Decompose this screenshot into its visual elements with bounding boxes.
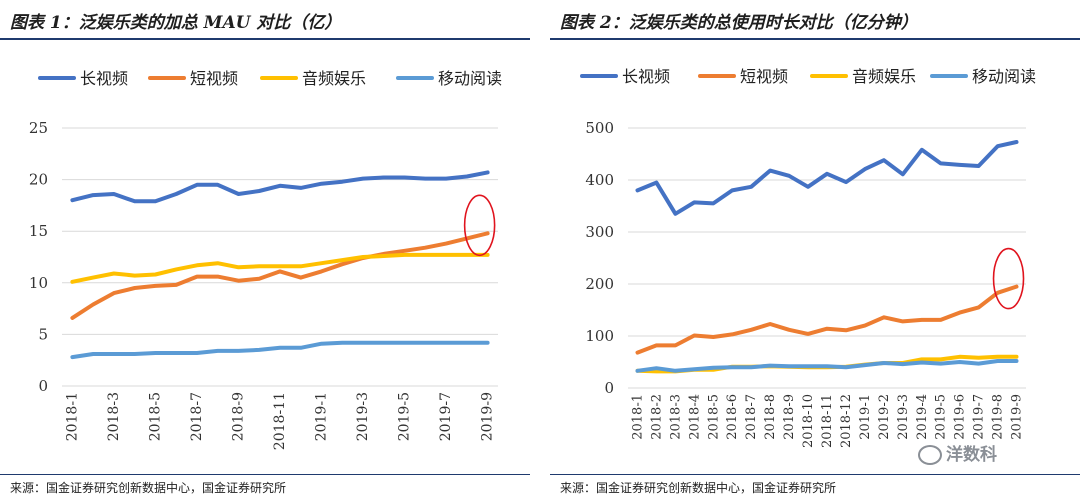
x-tick-label: 2018-7 bbox=[189, 392, 205, 441]
series-line-reading bbox=[635, 359, 1019, 373]
x-tick-label: 2019-1 bbox=[858, 394, 873, 440]
series-line-long-video bbox=[70, 170, 490, 204]
series-line-short-video bbox=[70, 231, 490, 320]
legend-label: 短视频 bbox=[740, 67, 788, 86]
x-tick-label: 2019-7 bbox=[972, 394, 987, 440]
x-tick-label: 2019-6 bbox=[953, 394, 968, 440]
y-tick-label: 0 bbox=[38, 377, 48, 395]
source-rule bbox=[550, 474, 1080, 475]
x-tick-label: 2018-3 bbox=[106, 392, 122, 441]
x-tick-label: 2018-2 bbox=[649, 394, 664, 440]
chart-panel-mau: 图表 1：泛娱乐类的加总 MAU 对比（亿） 0 5 10 15 20 25 2018-1 2… bbox=[0, 13, 530, 495]
title-rule bbox=[550, 38, 1080, 40]
x-tick-label: 2019-2 bbox=[877, 394, 892, 440]
x-tick-label: 2018-12 bbox=[839, 394, 854, 448]
x-tick-label: 2019-3 bbox=[355, 392, 371, 441]
title-rule bbox=[0, 38, 530, 40]
x-tick-label: 2018-9 bbox=[230, 392, 246, 441]
wechat-icon bbox=[918, 445, 942, 465]
source-note: 来源：国金证券研究创新数据中心，国金证券研究所 bbox=[560, 481, 837, 495]
y-tick-label: 15 bbox=[29, 222, 48, 240]
y-tick-label: 20 bbox=[29, 171, 48, 189]
x-tick-label: 2018-6 bbox=[725, 394, 740, 440]
x-tick-label: 2018-3 bbox=[668, 394, 683, 440]
highlight-ellipse bbox=[992, 247, 1025, 310]
y-tick-label: 5 bbox=[38, 325, 48, 343]
x-tick-label: 2019-5 bbox=[934, 394, 949, 440]
y-tick-label: 25 bbox=[29, 119, 48, 137]
x-tick-label: 2018-5 bbox=[147, 392, 163, 441]
x-tick-label: 2019-5 bbox=[397, 392, 413, 441]
x-tick-label: 2019-7 bbox=[438, 392, 454, 441]
chart-panel-usage-time: 图表 2：泛娱乐类的总使用时长对比（亿分钟） 0 100 200 300 400 500 2… bbox=[550, 0, 1080, 498]
line-chart-usage-time: 0 100 200 300 400 500 2018-1 2018-2 2018-3 2018-4… bbox=[580, 67, 1036, 448]
x-tick-label: 2019-9 bbox=[1010, 394, 1025, 440]
x-tick-label: 2018-9 bbox=[782, 394, 797, 440]
legend-label: 音频娱乐 bbox=[302, 69, 366, 88]
line-chart-mau: 0 5 10 15 20 25 2018-1 2018-3 2018-5 2018-7 2018-9… bbox=[29, 69, 502, 450]
y-tick-label: 10 bbox=[29, 274, 48, 292]
x-tick-label: 2018-1 bbox=[630, 394, 645, 440]
x-tick-label: 2019-4 bbox=[915, 394, 930, 440]
x-tick-label: 2018-11 bbox=[272, 392, 288, 450]
watermark-text: 洋数科 bbox=[946, 445, 997, 465]
legend-label: 移动阅读 bbox=[972, 67, 1036, 86]
y-tick-label: 300 bbox=[585, 223, 614, 241]
legend-label: 长视频 bbox=[80, 69, 128, 88]
x-tick-label: 2018-10 bbox=[801, 394, 816, 448]
y-tick-label: 400 bbox=[585, 171, 614, 189]
x-tick-label: 2018-4 bbox=[687, 394, 702, 440]
x-tick-label: 2019-8 bbox=[991, 394, 1006, 440]
legend-label: 长视频 bbox=[622, 67, 670, 86]
y-tick-label: 0 bbox=[604, 379, 614, 397]
source-note: 来源：国金证券研究创新数据中心，国金证券研究所 bbox=[10, 481, 287, 495]
y-tick-label: 100 bbox=[585, 327, 614, 345]
legend-label: 移动阅读 bbox=[438, 69, 502, 88]
x-tick-label: 2018-1 bbox=[64, 392, 80, 441]
x-tick-label: 2018-8 bbox=[763, 394, 778, 440]
x-tick-label: 2019-9 bbox=[480, 392, 496, 441]
highlight-ellipse bbox=[463, 194, 496, 257]
x-tick-label: 2018-11 bbox=[820, 394, 835, 448]
x-tick-label: 2019-1 bbox=[314, 392, 330, 441]
series-line-reading bbox=[70, 340, 490, 360]
source-rule bbox=[0, 474, 530, 475]
legend-label: 音频娱乐 bbox=[852, 67, 916, 86]
y-tick-label: 500 bbox=[585, 119, 614, 137]
watermark: 洋数科 bbox=[918, 440, 997, 465]
series-line-long-video bbox=[635, 140, 1019, 216]
chart-title: 图表 2：泛娱乐类的总使用时长对比（亿分钟） bbox=[560, 13, 918, 33]
series-line-audio bbox=[70, 252, 490, 284]
chart-title: 图表 1：泛娱乐类的加总 MAU 对比（亿） bbox=[10, 13, 342, 33]
series-line-short-video bbox=[635, 284, 1019, 355]
y-tick-label: 200 bbox=[585, 275, 614, 293]
legend-label: 短视频 bbox=[190, 69, 238, 88]
x-tick-label: 2018-7 bbox=[744, 394, 759, 440]
x-tick-label: 2019-3 bbox=[896, 394, 911, 440]
x-tick-label: 2018-5 bbox=[706, 394, 721, 440]
